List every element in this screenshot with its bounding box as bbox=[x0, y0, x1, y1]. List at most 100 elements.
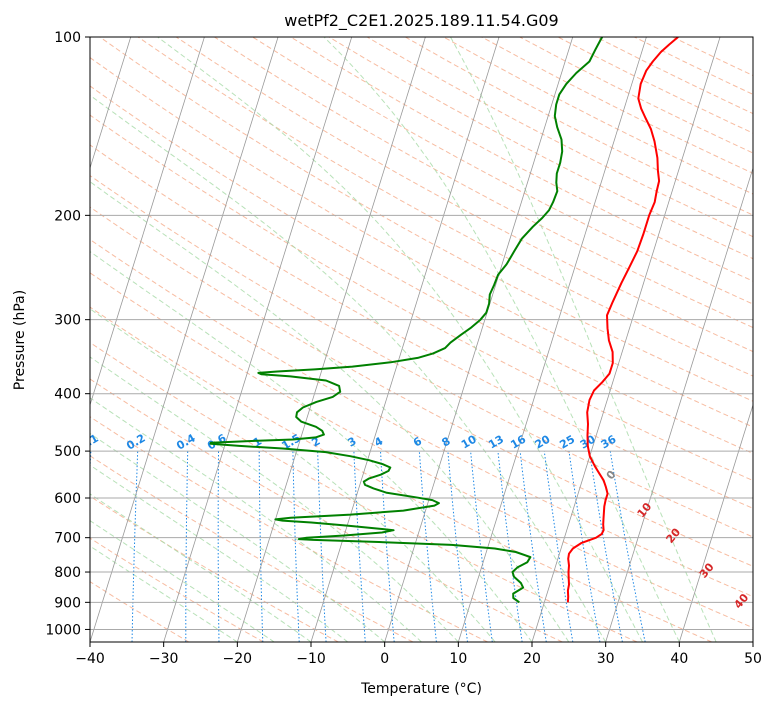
dry-adiabat bbox=[137, 37, 753, 377]
isotherm bbox=[90, 37, 205, 407]
moist-adiabat bbox=[90, 520, 275, 642]
dewpoint-profile bbox=[209, 37, 604, 604]
y-tick-label: 300 bbox=[54, 313, 81, 329]
x-tick-label: 0 bbox=[380, 651, 389, 667]
mixing-ratio-line bbox=[353, 451, 366, 642]
isotherm bbox=[90, 37, 279, 642]
temperature-profile bbox=[566, 37, 679, 603]
mixing-ratio-label: 4 bbox=[372, 434, 385, 449]
mixing-ratio-line bbox=[380, 451, 395, 642]
moist-adiabat-label: 20 bbox=[663, 525, 683, 545]
moist-adiabat bbox=[450, 37, 717, 642]
dry-adiabat bbox=[175, 37, 753, 353]
moist-adiabat bbox=[90, 464, 349, 642]
moist-adiabat bbox=[90, 397, 422, 642]
x-tick-label: 20 bbox=[523, 651, 541, 667]
y-tick-label: 200 bbox=[54, 208, 81, 224]
mixing-ratio-label: 13 bbox=[486, 433, 506, 452]
x-tick-label: 40 bbox=[670, 651, 688, 667]
mixing-ratio-line bbox=[317, 451, 327, 642]
x-axis-label: Temperature (°C) bbox=[360, 681, 482, 697]
x-tick-label: −40 bbox=[75, 651, 105, 667]
isotherm bbox=[163, 37, 353, 642]
dry-adiabat bbox=[90, 238, 753, 598]
y-tick-label: 600 bbox=[54, 491, 81, 507]
dry-adiabat bbox=[90, 114, 753, 482]
chart-title: wetPf2_C2E1.2025.189.11.54.G09 bbox=[284, 11, 558, 31]
dry-adiabat bbox=[90, 206, 753, 567]
y-tick-label: 700 bbox=[54, 531, 81, 547]
dry-adiabat bbox=[90, 144, 753, 509]
moist-adiabat bbox=[90, 308, 496, 642]
y-axis-label: Pressure (hPa) bbox=[12, 290, 28, 390]
mixing-ratio-label: 36 bbox=[599, 432, 619, 451]
mixing-ratio-label: 0.4 bbox=[174, 431, 198, 452]
x-tick-label: 30 bbox=[597, 651, 615, 667]
moist-adiabat-label: 10 bbox=[635, 500, 655, 520]
isotherm bbox=[236, 37, 426, 642]
mixing-ratio-label: 3 bbox=[346, 435, 359, 450]
mixing-ratio-line bbox=[292, 451, 300, 642]
moist-adiabat bbox=[90, 493, 312, 642]
mixing-ratio-line bbox=[131, 451, 139, 642]
y-tick-label: 500 bbox=[54, 444, 81, 460]
mixing-ratio-line bbox=[185, 451, 189, 642]
mixing-ratio-line bbox=[543, 451, 574, 642]
plot-area: 0.10.20.40.611.52346810131620253036-100-… bbox=[0, 37, 775, 642]
moist-adiabat-label: 30 bbox=[697, 560, 717, 580]
dry-adiabat bbox=[90, 56, 753, 428]
y-tick-label: 400 bbox=[54, 387, 81, 403]
mixing-ratio-label: 6 bbox=[411, 434, 424, 449]
moist-adiabat bbox=[90, 181, 570, 642]
moist-adiabat-label: 0 bbox=[604, 468, 619, 482]
dry-adiabat bbox=[90, 455, 414, 642]
moist-adiabat bbox=[90, 356, 459, 642]
moist-adiabat bbox=[90, 432, 386, 642]
dry-adiabat bbox=[672, 37, 753, 77]
dry-adiabat bbox=[90, 341, 638, 642]
mixing-ratio-label: 0.1 bbox=[77, 432, 100, 453]
dry-adiabat-label: -100 bbox=[751, 60, 775, 90]
mixing-ratio-line bbox=[447, 451, 468, 642]
x-tick-label: 10 bbox=[449, 651, 467, 667]
isotherm bbox=[310, 37, 500, 642]
dry-adiabat bbox=[90, 537, 264, 642]
mixing-ratio-line bbox=[258, 451, 264, 642]
mixing-ratio-label: 16 bbox=[508, 432, 528, 451]
mixing-ratio-line bbox=[519, 451, 547, 642]
x-tick-label: 50 bbox=[744, 651, 762, 667]
y-tick-label: 100 bbox=[54, 30, 81, 46]
x-axis: −40 −30 −20 −10 0 10 20 30 40 50 bbox=[75, 642, 762, 667]
y-tick-label: 800 bbox=[54, 565, 81, 581]
isotherm bbox=[90, 37, 132, 170]
isotherm bbox=[531, 37, 721, 642]
dry-adiabat bbox=[90, 416, 488, 642]
dry-adiabat bbox=[90, 306, 712, 642]
y-tick-label: 900 bbox=[54, 595, 81, 611]
dry-adiabat bbox=[90, 272, 753, 629]
isotherm bbox=[678, 403, 753, 642]
isotherm bbox=[457, 37, 647, 642]
dry-adiabat bbox=[90, 378, 563, 642]
plot-frame bbox=[89, 36, 754, 643]
mixing-ratio-line bbox=[217, 451, 220, 642]
dry-adiabat bbox=[557, 37, 753, 134]
dry-adiabat bbox=[90, 495, 339, 642]
dry-adiabat bbox=[481, 37, 753, 174]
dry-adiabat bbox=[90, 581, 190, 642]
moist-adiabat bbox=[90, 545, 238, 642]
moist-adiabat bbox=[90, 250, 533, 642]
isotherm bbox=[0, 37, 57, 642]
mixing-ratio-label: 20 bbox=[533, 432, 553, 451]
moist-adiabat bbox=[157, 37, 643, 642]
isotherm bbox=[384, 37, 574, 642]
x-tick-label: −30 bbox=[149, 651, 179, 667]
y-tick-label: 1000 bbox=[45, 622, 81, 638]
mixing-ratio-label: 8 bbox=[440, 435, 453, 450]
dry-adiabat bbox=[595, 37, 753, 115]
dry-adiabat bbox=[90, 174, 753, 538]
moist-adiabat-label: 40 bbox=[732, 591, 752, 611]
mixing-ratio-line bbox=[418, 451, 437, 642]
dry-adiabat bbox=[634, 37, 753, 95]
